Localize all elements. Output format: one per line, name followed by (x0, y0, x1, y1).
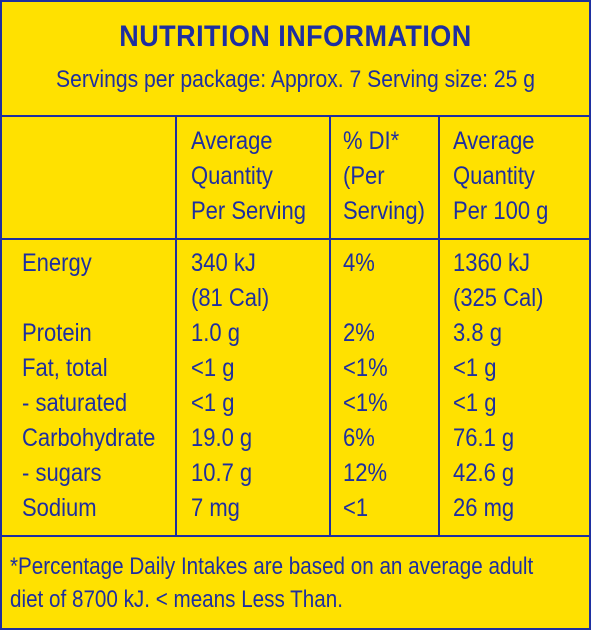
row-label-fat-total: Fat, total (22, 354, 108, 382)
saturated-per-serving: <1 g (191, 389, 235, 417)
row-label-sodium: Sodium (22, 494, 97, 522)
fat-total-per-serving: <1 g (191, 354, 235, 382)
row-label-energy: Energy (22, 249, 92, 277)
sugars-per-serving: 10.7 g (191, 459, 253, 487)
saturated-per-100g: <1 g (453, 389, 497, 417)
protein-per-serving: 1.0 g (191, 319, 240, 347)
energy-per-100g: 1360 kJ (325 Cal) (453, 249, 544, 312)
sugars-di: 12% (343, 459, 388, 487)
row-label-carbohydrate: Carbohydrate (22, 424, 156, 452)
row-label-sugars: - sugars (22, 459, 102, 487)
header-per-100g: Average Quantity Per 100 g (453, 127, 549, 225)
servings-info: Servings per package: Approx. 7 Serving … (56, 66, 535, 93)
carbohydrate-per-serving: 19.0 g (191, 424, 253, 452)
fat-total-per-100g: <1 g (453, 354, 497, 382)
footnote: *Percentage Daily Intakes are based on a… (10, 553, 534, 613)
row-label-saturated: - saturated (22, 389, 128, 417)
sodium-per-100g: 26 mg (453, 494, 515, 522)
sodium-di: <1 (343, 494, 369, 522)
sodium-per-serving: 7 mg (191, 494, 240, 522)
sugars-per-100g: 42.6 g (453, 459, 515, 487)
column-divider-1 (175, 115, 177, 535)
header-per-serving: Average Quantity Per Serving (191, 127, 306, 225)
protein-di: 2% (343, 319, 375, 347)
header-percent-di: % DI* (Per Serving) (343, 127, 425, 225)
divider-header-top (2, 115, 589, 117)
energy-per-serving: 340 kJ (81 Cal) (191, 249, 270, 312)
divider-footnote (2, 535, 589, 537)
saturated-di: <1% (343, 389, 388, 417)
column-divider-2 (329, 115, 331, 535)
carbohydrate-di: 6% (343, 424, 375, 452)
energy-di: 4% (343, 249, 375, 277)
protein-per-100g: 3.8 g (453, 319, 502, 347)
row-label-protein: Protein (22, 319, 92, 347)
carbohydrate-per-100g: 76.1 g (453, 424, 515, 452)
divider-header-bottom (2, 238, 589, 240)
fat-total-di: <1% (343, 354, 388, 382)
column-divider-3 (438, 115, 440, 535)
panel-title: NUTRITION INFORMATION (119, 20, 472, 53)
